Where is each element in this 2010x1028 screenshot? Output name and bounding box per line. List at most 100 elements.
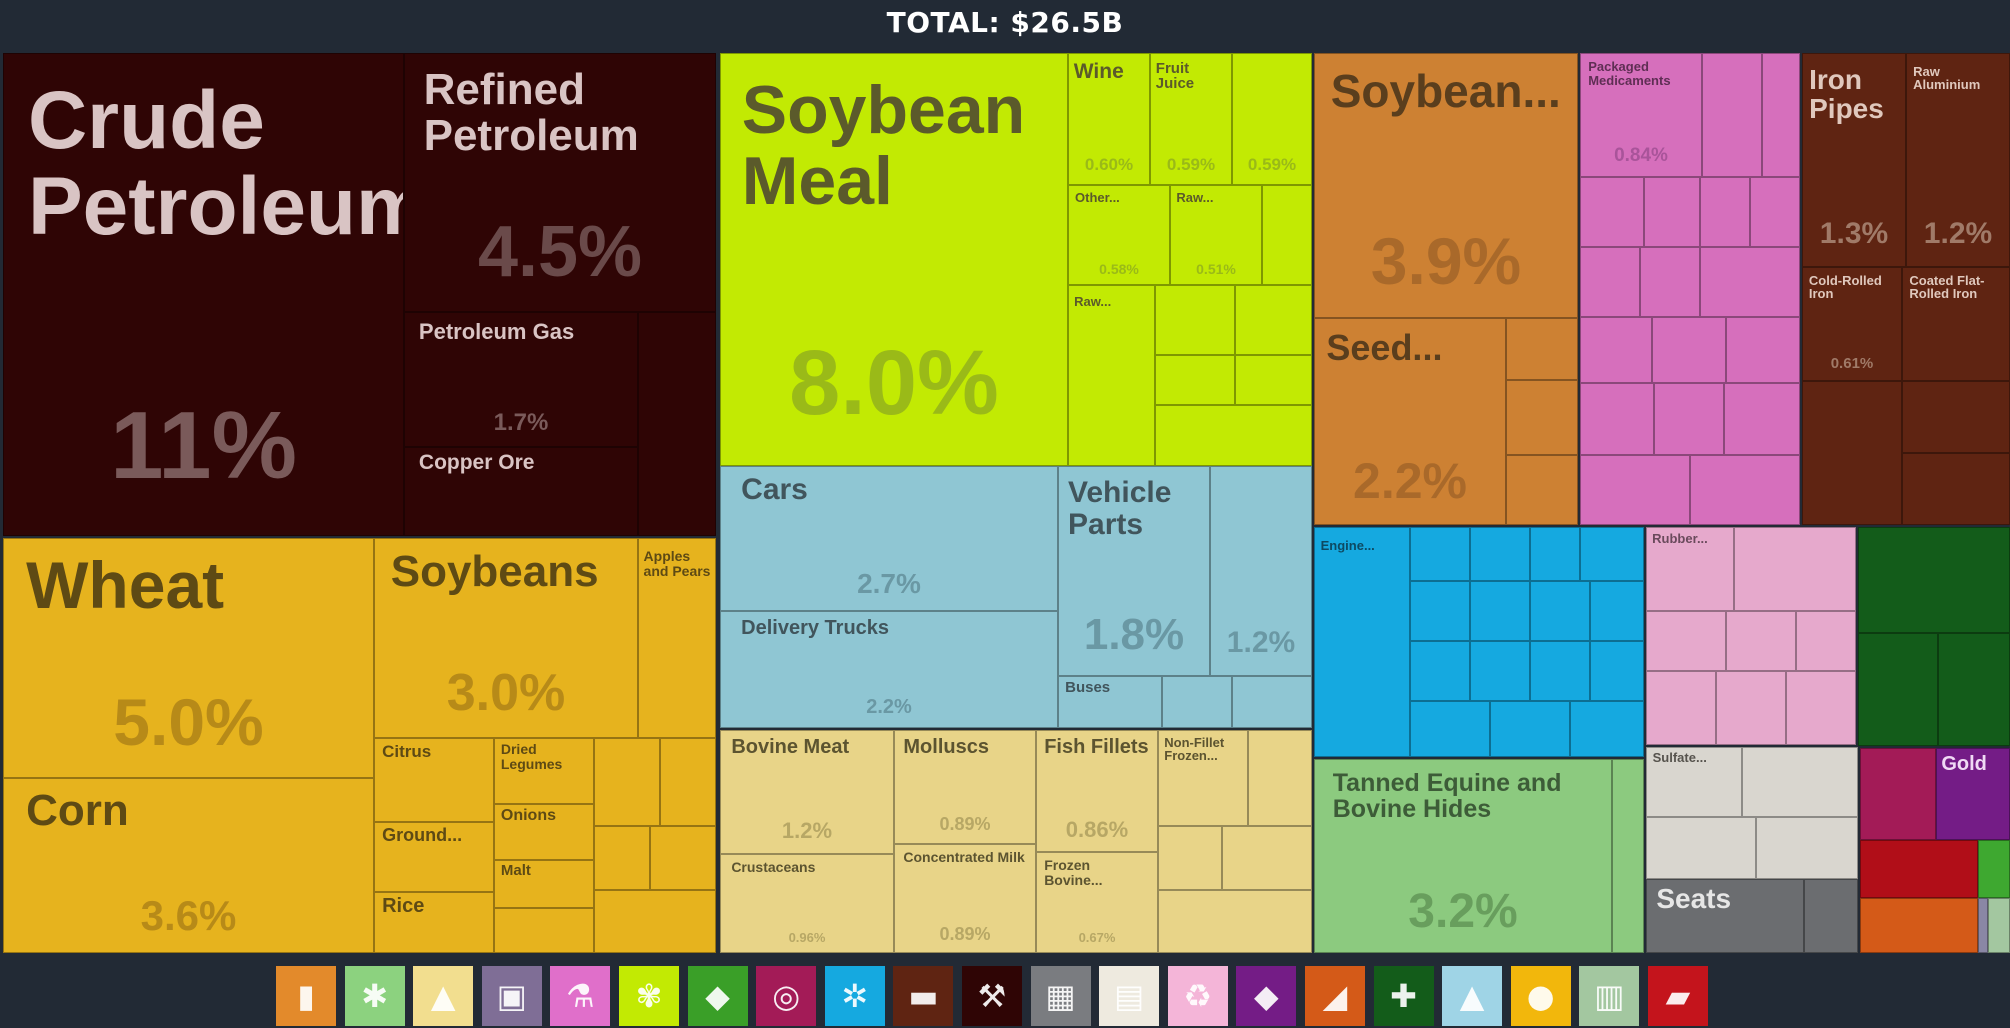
treemap-cell[interactable]: 1.2% [1210,466,1312,676]
treemap-cell[interactable] [1700,177,1750,247]
instruments-icon[interactable]: ◎ [756,966,817,1026]
treemap-cell[interactable]: Seed... 2.2% [1314,318,1506,525]
chemical-bottle-icon[interactable]: ▮ [276,966,336,1026]
treemap-cell[interactable]: Other... 0.58% [1068,185,1170,285]
treemap-cell[interactable] [1590,581,1644,641]
treemap-cell[interactable] [1158,890,1312,953]
treemap-cell[interactable]: Gold [1936,748,2010,840]
treemap-cell[interactable] [1858,633,1938,746]
treemap-cell[interactable] [1248,730,1312,826]
treemap-cell[interactable] [1580,177,1644,247]
treemap-cell[interactable] [1580,383,1654,455]
treemap-cell[interactable]: Cold-Rolled Iron 0.61% [1802,267,1902,381]
treemap-cell[interactable] [1726,611,1796,671]
treemap-cell[interactable]: Citrus [374,738,494,822]
treemap-cell[interactable] [1580,247,1640,317]
treemap-cell[interactable] [1155,285,1235,355]
weapons-icon[interactable]: ▥ [1579,966,1640,1026]
paper-goods-icon[interactable]: ▤ [1099,966,1160,1026]
transportation-icon[interactable]: ▲ [1442,966,1503,1026]
treemap-cell[interactable] [1652,317,1726,383]
treemap-cell[interactable] [1232,676,1312,728]
animal-hide-icon[interactable]: ✱ [344,966,405,1026]
treemap-cell[interactable]: Onions [494,804,594,860]
treemap-cell[interactable] [660,738,716,826]
treemap-cell[interactable] [1902,381,2010,453]
treemap-cell[interactable]: Buses [1058,676,1162,728]
treemap-cell[interactable] [1796,611,1856,671]
plastics-rubbers-icon[interactable]: ♻ [1167,966,1228,1026]
treemap-cell[interactable] [1742,747,1858,817]
treemap-cell[interactable]: Sulfate... [1646,747,1742,817]
treemap-cell[interactable] [1235,355,1312,405]
treemap-cell[interactable]: Crustaceans 0.96% [720,854,894,953]
treemap-cell[interactable] [1262,185,1312,285]
treemap-cell[interactable] [1580,527,1644,581]
treemap-cell[interactable] [1978,840,2010,898]
treemap-cell[interactable]: Delivery Trucks 2.2% [720,611,1058,728]
footwear-icon[interactable]: ◆ [687,966,748,1026]
treemap-cell[interactable] [1726,317,1800,383]
mineral-pickaxe-icon[interactable]: ⚒ [961,966,1022,1026]
treemap-cell[interactable]: Fish Fillets 0.86% [1036,730,1158,852]
treemap-cell[interactable]: Frozen Bovine... 0.67% [1036,852,1158,953]
treemap-cell[interactable]: Raw... [1068,285,1155,466]
treemap-cell[interactable]: Raw... 0.51% [1170,185,1262,285]
treemap-cell[interactable] [1612,759,1644,953]
treemap-cell[interactable] [1860,898,1978,953]
treemap-cell[interactable]: Apples and Pears [638,538,716,738]
treemap-cell[interactable]: Rice [374,892,494,953]
treemap-cell[interactable] [1410,701,1490,757]
treemap-cell[interactable]: Cars 2.7% [720,466,1058,611]
treemap-cell[interactable]: Packaged Medicaments 0.84% [1580,53,1702,177]
treemap-cell[interactable] [1646,671,1716,745]
treemap-cell[interactable] [1988,898,2010,953]
treemap-cell[interactable]: Rubber... [1646,527,1734,611]
treemap-cell[interactable] [1690,455,1800,525]
machines-icon[interactable]: ✲ [824,966,885,1026]
treemap-cell[interactable] [1762,53,1800,177]
treemap-cell[interactable] [1470,641,1530,701]
treemap-cell[interactable] [1786,671,1856,745]
treemap-cell[interactable] [594,826,650,890]
treemap-cell[interactable] [1646,611,1726,671]
treemap-cell[interactable] [1640,247,1700,317]
treemap-cell[interactable]: Non-Fillet Frozen... [1158,730,1248,826]
treemap-cell[interactable] [1724,383,1800,455]
treemap-cell[interactable]: Wine 0.60% [1068,53,1150,185]
treemap-cell[interactable] [1580,455,1690,525]
treemap-cell[interactable] [650,826,716,890]
treemap-cell[interactable]: Ground... [374,822,494,892]
treemap-cell[interactable]: Corn 3.6% [3,778,374,953]
treemap-cell[interactable] [1700,247,1800,317]
treemap-cell[interactable] [1860,748,1936,840]
treemap-cell[interactable] [1590,641,1644,701]
art-frame-icon[interactable]: ▣ [481,966,542,1026]
treemap-cell[interactable]: Dried Legumes [494,738,594,804]
treemap-cell[interactable]: Copper Ore [404,447,638,536]
treemap-cell[interactable] [1470,581,1530,641]
treemap-cell[interactable] [1860,840,1978,898]
treemap-cell[interactable] [1506,380,1578,455]
treemap-cell[interactable] [1235,285,1312,355]
treemap-cell[interactable] [1580,317,1652,383]
treemap-cell[interactable] [1506,318,1578,380]
treemap-cell[interactable] [1750,177,1800,247]
treemap-cell[interactable]: Seats [1646,879,1804,953]
textiles-icon[interactable]: ✚ [1373,966,1434,1026]
treemap-cell[interactable]: Soybean... 3.9% [1314,53,1578,318]
treemap-cell[interactable] [1490,701,1570,757]
vegetable-products-icon[interactable]: ✾ [618,966,679,1026]
treemap-cell[interactable]: Molluscs 0.89% [894,730,1036,844]
treemap-cell[interactable] [1506,455,1578,525]
treemap-cell[interactable] [1530,527,1580,581]
treemap-cell[interactable]: Bovine Meat 1.2% [720,730,894,854]
treemap-cell[interactable] [1646,817,1756,879]
treemap-cell[interactable] [1155,355,1235,405]
treemap-cell[interactable]: Crude Petroleum 11% [3,53,404,536]
miscellaneous-icon[interactable]: ▦ [1030,966,1091,1026]
treemap-cell[interactable] [1410,581,1470,641]
treemap-cell[interactable] [1162,676,1232,728]
treemap-cell[interactable] [594,738,660,826]
treemap-cell[interactable] [1716,671,1786,745]
